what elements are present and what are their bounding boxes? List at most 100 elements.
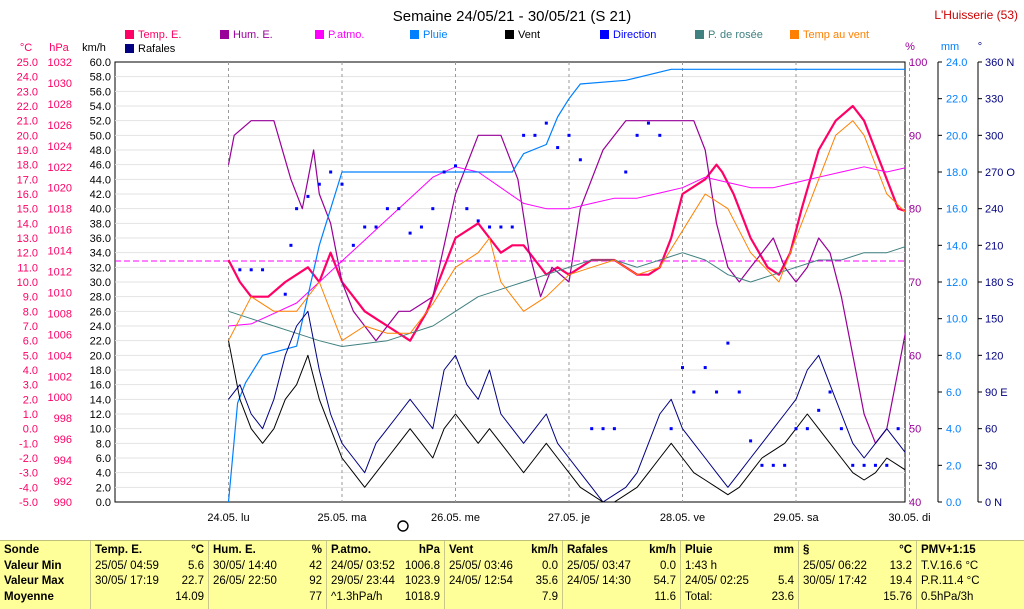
direction-dot <box>363 226 366 229</box>
wind-tick: 26.0 <box>90 306 111 318</box>
press-tick: 1016 <box>48 225 72 237</box>
temp-tick: -5.0 <box>19 497 38 509</box>
press-tick: 992 <box>54 476 72 488</box>
direction-dot <box>840 427 843 430</box>
rain-tick: 24.0 <box>946 57 967 69</box>
press-tick: 1010 <box>48 287 72 299</box>
direction-dot <box>386 207 389 210</box>
dew-header: § <box>803 543 809 559</box>
direction-dot <box>511 226 514 229</box>
hum-tick: 40 <box>909 497 921 509</box>
legend-swatch <box>315 30 324 39</box>
temp-tick: 16.0 <box>17 189 38 201</box>
direction-dot <box>783 464 786 467</box>
direction-dot <box>329 171 332 174</box>
dew-max-time: 30/05/ 17:42 <box>803 574 867 590</box>
hum-tick: 80 <box>909 204 921 216</box>
vent-header: Vent <box>449 543 473 559</box>
temp-tick: 4.0 <box>23 365 38 377</box>
dew-unit: °C <box>899 543 912 559</box>
direction-dot <box>352 244 355 247</box>
press-tick: 1006 <box>48 329 72 341</box>
direction-dot <box>829 391 832 394</box>
footer-col-sonde: Sonde Valeur Min Valeur Max Moyenne <box>0 541 90 609</box>
legend-label: Temp. E. <box>138 29 181 41</box>
wind-tick: 54.0 <box>90 101 111 113</box>
legend-label: Temp au vent <box>803 29 869 41</box>
direction-dot <box>738 391 741 394</box>
hum-max-time: 26/05/ 22:50 <box>213 574 277 590</box>
day-label: 24.05. lu <box>207 512 249 524</box>
rain-tick: 2.0 <box>946 460 961 472</box>
direction-dot <box>885 464 888 467</box>
temp-axis-unit: °C <box>20 42 32 54</box>
direction-dot <box>568 134 571 137</box>
day-label: 28.05. ve <box>660 512 705 524</box>
dir-tick: 30 <box>985 460 997 472</box>
wind-axis-unit: km/h <box>82 42 106 54</box>
rain-axis-unit: mm <box>941 41 959 53</box>
press-tick: 1026 <box>48 120 72 132</box>
dir-axis-unit: ° <box>978 41 982 53</box>
temp-max-time: 30/05/ 17:19 <box>95 574 159 590</box>
press-tick: 1000 <box>48 392 72 404</box>
temp-tick: 9.0 <box>23 292 38 304</box>
wind-tick: 58.0 <box>90 72 111 84</box>
chart-title: Semaine 24/05/21 - 30/05/21 (S 21) <box>393 8 632 25</box>
wind-tick: 56.0 <box>90 86 111 98</box>
legend-swatch <box>505 30 514 39</box>
vent-min-value: 0.0 <box>542 559 558 575</box>
direction-dot <box>795 427 798 430</box>
direction-dot <box>999 464 1002 467</box>
temp-unit: °C <box>191 543 204 559</box>
wind-tick: 30.0 <box>90 277 111 289</box>
pluie-total-label: Total: <box>685 590 713 606</box>
temp-min-value: 5.6 <box>188 559 204 575</box>
pluie-total-value: 23.6 <box>772 590 794 606</box>
legend-swatch <box>410 30 419 39</box>
weather-chart: Semaine 24/05/21 - 30/05/21 (S 21) L'Hui… <box>0 0 1024 540</box>
hum-max-value: 92 <box>309 574 322 590</box>
legend-swatch <box>220 30 229 39</box>
direction-dot <box>409 232 412 235</box>
max-label: Valeur Max <box>4 574 64 590</box>
pluie-header: Pluie <box>685 543 712 559</box>
dew-min-time: 25/05/ 06:22 <box>803 559 867 575</box>
dir-tick: 360 N <box>985 57 1014 69</box>
temp-tick: 11.0 <box>17 262 38 274</box>
station-name: L'Huisserie (53) <box>934 8 1018 22</box>
direction-dot <box>341 183 344 186</box>
wind-tick: 24.0 <box>90 321 111 333</box>
direction-dot <box>375 226 378 229</box>
temp-tick: 14.0 <box>17 218 38 230</box>
dir-tick: 210 <box>985 240 1003 252</box>
dir-tick: 60 <box>985 424 997 436</box>
temp-tick: 3.0 <box>23 380 38 392</box>
temp-tick: -1.0 <box>19 438 38 450</box>
wind-tick: 12.0 <box>90 409 111 421</box>
direction-dot <box>289 244 292 247</box>
min-label: Valeur Min <box>4 559 62 575</box>
wind-tick: 20.0 <box>90 350 111 362</box>
legend-label: Vent <box>518 29 540 41</box>
direction-dot <box>931 415 934 418</box>
rafales-unit: km/h <box>649 543 676 559</box>
press-tick: 1004 <box>48 350 72 362</box>
direction-dot <box>647 122 650 125</box>
direction-dot <box>454 164 457 167</box>
temp-header: Temp. E. <box>95 543 142 559</box>
rafales-avg-value: 11.6 <box>654 590 676 606</box>
legend-label: Direction <box>613 29 656 41</box>
rafales-min-value: 0.0 <box>660 559 676 575</box>
temp-tick: -3.0 <box>19 468 38 480</box>
dew-min-value: 13.2 <box>890 559 912 575</box>
dir-tick: 0 N <box>985 497 1002 509</box>
direction-dot <box>488 226 491 229</box>
wind-tick: 36.0 <box>90 233 111 245</box>
pmv-tv: T.V.16.6 °C <box>921 559 978 575</box>
rain-tick: 0.0 <box>946 497 961 509</box>
temp-tick: 24.0 <box>17 72 38 84</box>
